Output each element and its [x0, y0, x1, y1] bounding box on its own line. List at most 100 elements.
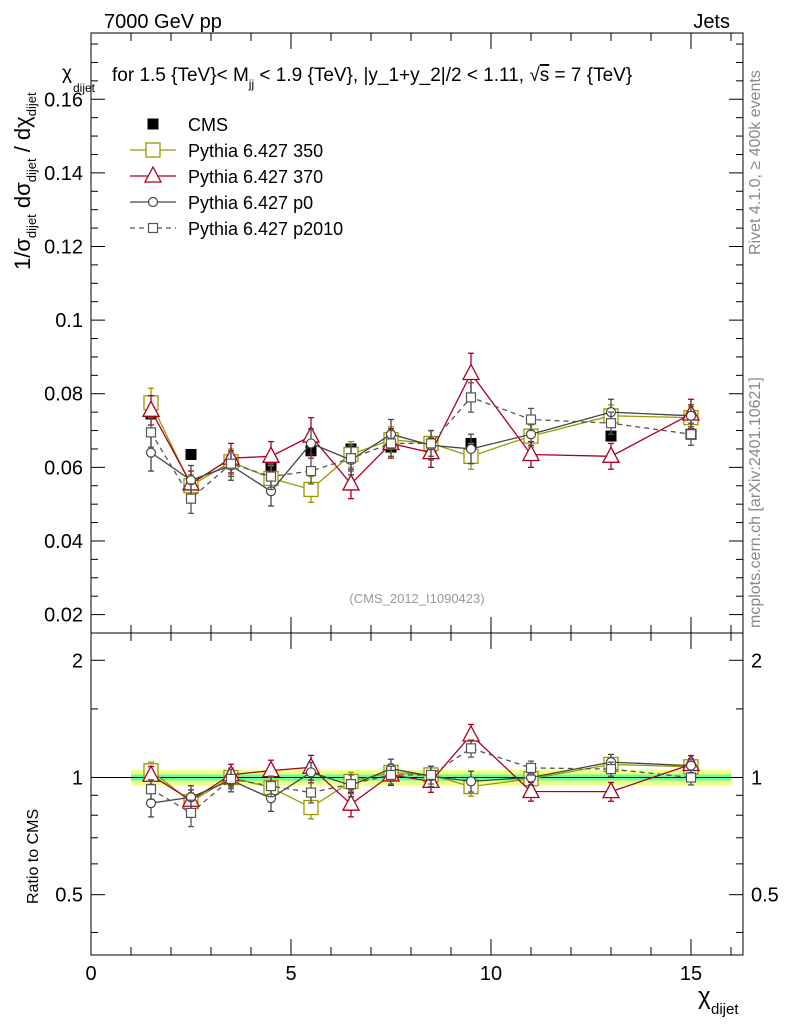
- legend-entry: Pythia 6.427 350: [130, 141, 323, 161]
- ratio-panel-frame: [90, 632, 744, 956]
- chart-title: for 1.5 {TeV}< Mjj < 1.9 {TeV}, |y_1+y_2…: [112, 65, 632, 91]
- main-y-tick-label: 0.16: [44, 89, 83, 111]
- marker-small-square: [345, 779, 357, 790]
- main-y-tick-label: 0.04: [44, 531, 83, 553]
- x-tick-label: 0: [85, 963, 96, 985]
- ylabel-chi-sub: dijet: [73, 81, 96, 95]
- ratio-y-tick-label: 1: [72, 767, 83, 789]
- title-sub: jj: [248, 77, 254, 91]
- marker-triangle: [461, 724, 481, 742]
- legend-label: Pythia 6.427 p2010: [188, 219, 343, 239]
- rivet-label: Rivet 4.1.0, ≥ 400k events: [747, 70, 764, 255]
- energy-label: 7000 GeV pp: [104, 11, 222, 33]
- series: [145, 382, 697, 515]
- x-tick-label: 5: [285, 963, 296, 985]
- title-suffix: = 7 {TeV}: [549, 65, 632, 86]
- marker-small-square: [465, 392, 477, 403]
- marker-small-square: [525, 762, 537, 774]
- marker-small-square: [605, 418, 617, 429]
- legend-label: CMS: [188, 115, 228, 135]
- marker-circle: [145, 798, 157, 809]
- marker-small-square: [385, 769, 397, 781]
- marker-filled-square: [605, 430, 617, 442]
- marker-triangle: [601, 445, 621, 463]
- marker-small-square: [265, 780, 277, 792]
- series: [143, 387, 699, 503]
- legend-entry: Pythia 6.427 p0: [130, 193, 313, 213]
- ylabel-main-text: 1/σdijet dσdijet / dχdijet: [10, 92, 39, 270]
- ratio-y-tick-label: 0.5: [55, 885, 83, 907]
- ratio-series: [145, 739, 697, 828]
- xlabel-chi: χ: [698, 983, 711, 1010]
- mcplots-label: mcplots.cern.ch [arXiv:2401.10621]: [747, 377, 764, 628]
- marker-small-square: [145, 784, 157, 795]
- marker-small-square: [147, 222, 159, 234]
- marker-circle: [465, 776, 477, 787]
- legend-entry: CMS: [147, 115, 228, 135]
- title-prefix: for 1.5 {TeV}< M: [112, 65, 249, 86]
- marker-triangle: [341, 473, 361, 491]
- ylabel-chi: χ: [62, 63, 72, 84]
- marker-triangle: [461, 363, 481, 381]
- marker-circle: [305, 438, 317, 449]
- ylabel-ratio: Ratio to CMS: [25, 809, 42, 904]
- main-y-tick-label: 0.1: [55, 310, 83, 332]
- title-s: s: [540, 65, 550, 86]
- marker-triangle: [261, 760, 281, 778]
- marker-small-square: [385, 438, 397, 449]
- marker-filled-square: [185, 448, 197, 460]
- marker-triangle: [143, 165, 163, 183]
- ratio-y-tick-label-right: 1: [751, 767, 762, 789]
- marker-small-square: [185, 807, 197, 818]
- ratio-series-layer: [141, 723, 701, 828]
- series-line: [150, 396, 692, 500]
- marker-small-square: [525, 414, 537, 425]
- marker-small-square: [265, 471, 277, 482]
- marker-triangle: [601, 781, 621, 799]
- marker-triangle: [141, 399, 161, 417]
- marker-small-square: [305, 465, 317, 477]
- xlabel-sub: dijet: [711, 1001, 739, 1018]
- category-label: Jets: [693, 11, 730, 33]
- legend: CMS Pythia 6.427 350 Pythia 6.427 370 Pythi…: [130, 115, 343, 239]
- x-tick-label: 15: [680, 963, 702, 985]
- ratio-y-tick-label-right: 2: [751, 650, 762, 672]
- series-line: [150, 411, 692, 493]
- marker-small-square: [305, 787, 317, 798]
- legend-entry: Pythia 6.427 370: [130, 165, 323, 187]
- title-sqrt: √: [529, 65, 540, 86]
- main-y-tick-label: 0.06: [44, 457, 83, 479]
- marker-circle: [465, 443, 477, 455]
- marker-circle: [305, 767, 317, 778]
- ratio-y-tick-label: 2: [72, 650, 83, 672]
- marker-small-square: [605, 763, 617, 775]
- marker-circle: [145, 447, 157, 458]
- ylabel-main: 1/σdijet dσdijet / dχdijet: [10, 92, 39, 270]
- main-y-tick-label: 0.08: [44, 384, 83, 406]
- marker-small-square: [425, 438, 437, 449]
- marker-circle: [685, 410, 697, 421]
- series-line: [150, 761, 692, 804]
- marker-small-square: [185, 493, 197, 504]
- ratio-y-tick-label-right: 0.5: [751, 885, 779, 907]
- marker-triangle: [521, 444, 541, 462]
- legend-entry: Pythia 6.427 p2010: [130, 219, 343, 239]
- x-tick-label: 10: [480, 963, 502, 985]
- marker-small-square: [145, 427, 157, 438]
- main-y-tick-label: 0.14: [44, 163, 83, 185]
- marker-small-square: [225, 458, 237, 469]
- series-line: [150, 747, 692, 814]
- marker-circle: [685, 760, 697, 771]
- marker-triangle: [521, 781, 541, 799]
- legend-label: Pythia 6.427 p0: [188, 193, 313, 213]
- legend-label: Pythia 6.427 350: [188, 141, 323, 161]
- marker-triangle: [261, 445, 281, 463]
- marker-circle: [147, 196, 159, 208]
- watermark: (CMS_2012_I1090423): [349, 591, 484, 606]
- marker-filled-square: [147, 118, 159, 130]
- marker-small-square: [685, 772, 697, 783]
- axes: 0.02 0.04 0.06 0.08 0.1 0.12 0.14 0.16 0 5 10 15 0.5…: [44, 33, 779, 985]
- title-middle: < 1.9 {TeV}, |y_1+y_2|/2 < 1.11,: [254, 65, 529, 86]
- marker-small-square: [345, 453, 357, 464]
